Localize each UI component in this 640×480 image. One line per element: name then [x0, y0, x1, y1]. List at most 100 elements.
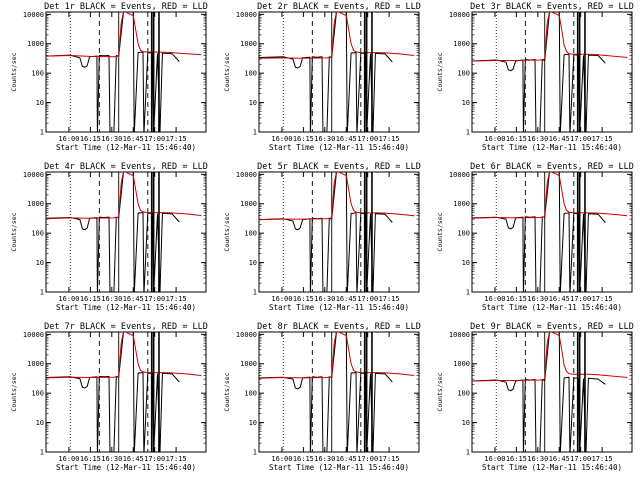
x-tick-label: 17:15 — [166, 455, 187, 463]
x-axis-label: Start Time (12-Mar-11 15:46:40) — [482, 143, 622, 152]
y-tick-label: 1000 — [240, 360, 257, 368]
x-tick-label: 17:00 — [570, 135, 591, 143]
x-tick-label: 16:00 — [58, 455, 79, 463]
y-tick-label: 10 — [462, 259, 470, 267]
x-tick-label: 17:00 — [570, 455, 591, 463]
plot-area — [472, 12, 628, 132]
lld-series-line — [46, 12, 202, 58]
plot-area — [46, 172, 202, 292]
x-tick-label: 16:45 — [549, 295, 570, 303]
x-tick-label: 16:45 — [549, 135, 570, 143]
x-tick-label: 17:00 — [144, 295, 165, 303]
x-tick-label: 16:45 — [123, 135, 144, 143]
y-tick-label: 10 — [249, 419, 257, 427]
lld-series-line — [46, 172, 202, 220]
y-tick-label: 1 — [40, 449, 44, 457]
y-tick-label: 1 — [253, 289, 257, 297]
x-tick-label: 16:15 — [506, 455, 527, 463]
x-tick-label: 17:15 — [592, 455, 613, 463]
y-tick-label: 100 — [31, 70, 44, 78]
lld-series-line — [46, 332, 202, 379]
panel-title: Det 6r BLACK = Events, RED = LLD — [470, 162, 634, 172]
x-tick-label: 17:00 — [570, 295, 591, 303]
y-tick-label: 10 — [36, 259, 44, 267]
detector-panel: Det 5r BLACK = Events, RED = LLD 1 10 100 10… — [223, 162, 421, 312]
plot-area — [472, 172, 628, 292]
x-tick-label: 16:00 — [484, 295, 505, 303]
y-tick-label: 1000 — [27, 360, 44, 368]
x-tick-label: 16:15 — [80, 455, 101, 463]
plot-area — [259, 12, 415, 132]
y-tick-label: 10 — [249, 99, 257, 107]
y-tick-label: 100 — [31, 230, 44, 238]
x-tick-label: 16:00 — [484, 455, 505, 463]
y-tick-label: 1000 — [27, 40, 44, 48]
lld-series-line — [472, 172, 628, 219]
detector-panel: Det 4r BLACK = Events, RED = LLD 1 10 100 10… — [10, 162, 208, 312]
y-tick-label: 1 — [253, 129, 257, 137]
lld-series-line — [259, 332, 415, 379]
y-tick-label: 1000 — [240, 40, 257, 48]
y-tick-label: 10 — [462, 419, 470, 427]
y-tick-label: 100 — [457, 230, 470, 238]
plot-area — [472, 332, 628, 452]
x-tick-label: 17:15 — [379, 295, 400, 303]
x-tick-label: 16:45 — [336, 455, 357, 463]
y-axis-label: Counts/sec — [223, 212, 231, 251]
x-tick-label: 17:00 — [357, 455, 378, 463]
x-tick-label: 17:00 — [144, 135, 165, 143]
y-tick-label: 1 — [253, 449, 257, 457]
x-tick-label: 16:00 — [271, 295, 292, 303]
y-tick-label: 10000 — [449, 11, 470, 19]
y-tick-label: 10 — [462, 99, 470, 107]
y-tick-label: 10 — [36, 419, 44, 427]
x-tick-label: 17:15 — [379, 135, 400, 143]
detector-panel: Det 6r BLACK = Events, RED = LLD 1 10 100 10… — [436, 162, 634, 312]
panel-title: Det 8r BLACK = Events, RED = LLD — [257, 322, 421, 332]
x-tick-label: 16:30 — [101, 455, 122, 463]
x-tick-label: 16:30 — [314, 455, 335, 463]
x-tick-label: 16:45 — [123, 455, 144, 463]
x-tick-label: 17:15 — [592, 295, 613, 303]
detector-panel: Det 1r BLACK = Events, RED = LLD 1 10 100 10… — [10, 2, 208, 152]
x-tick-label: 16:30 — [527, 135, 548, 143]
x-axis-label: Start Time (12-Mar-11 15:46:40) — [482, 303, 622, 312]
y-axis-label: Counts/sec — [10, 52, 18, 91]
x-tick-label: 17:15 — [166, 135, 187, 143]
lld-series-line — [472, 12, 628, 62]
y-axis-label: Counts/sec — [10, 212, 18, 251]
x-tick-label: 16:15 — [293, 295, 314, 303]
y-tick-label: 10 — [36, 99, 44, 107]
y-tick-label: 10000 — [449, 171, 470, 179]
panel-title: Det 3r BLACK = Events, RED = LLD — [470, 2, 634, 12]
y-tick-label: 100 — [31, 390, 44, 398]
x-tick-label: 16:30 — [101, 135, 122, 143]
x-tick-label: 16:45 — [336, 295, 357, 303]
x-tick-label: 17:00 — [357, 135, 378, 143]
y-tick-label: 100 — [244, 390, 257, 398]
x-axis-label: Start Time (12-Mar-11 15:46:40) — [269, 303, 409, 312]
x-tick-label: 16:15 — [293, 135, 314, 143]
y-tick-label: 1000 — [453, 200, 470, 208]
panel-title: Det 7r BLACK = Events, RED = LLD — [44, 322, 208, 332]
detector-panel: Det 3r BLACK = Events, RED = LLD 1 10 100 10… — [436, 2, 634, 152]
x-tick-label: 16:00 — [271, 455, 292, 463]
x-tick-label: 17:00 — [144, 455, 165, 463]
x-tick-label: 16:00 — [58, 135, 79, 143]
y-axis-label: Counts/sec — [10, 372, 18, 411]
y-tick-label: 1000 — [453, 360, 470, 368]
y-axis-label: Counts/sec — [223, 52, 231, 91]
lld-series-line — [472, 332, 628, 382]
x-tick-label: 16:30 — [314, 295, 335, 303]
plot-area — [259, 332, 415, 452]
y-tick-label: 10 — [249, 259, 257, 267]
x-tick-label: 17:15 — [379, 455, 400, 463]
detector-panel: Det 2r BLACK = Events, RED = LLD 1 10 100 10… — [223, 2, 421, 152]
y-tick-label: 1000 — [453, 40, 470, 48]
x-tick-label: 16:00 — [271, 135, 292, 143]
x-axis-label: Start Time (12-Mar-11 15:46:40) — [56, 143, 196, 152]
x-axis-label: Start Time (12-Mar-11 15:46:40) — [269, 463, 409, 472]
x-tick-label: 17:15 — [166, 295, 187, 303]
x-tick-label: 17:00 — [357, 295, 378, 303]
